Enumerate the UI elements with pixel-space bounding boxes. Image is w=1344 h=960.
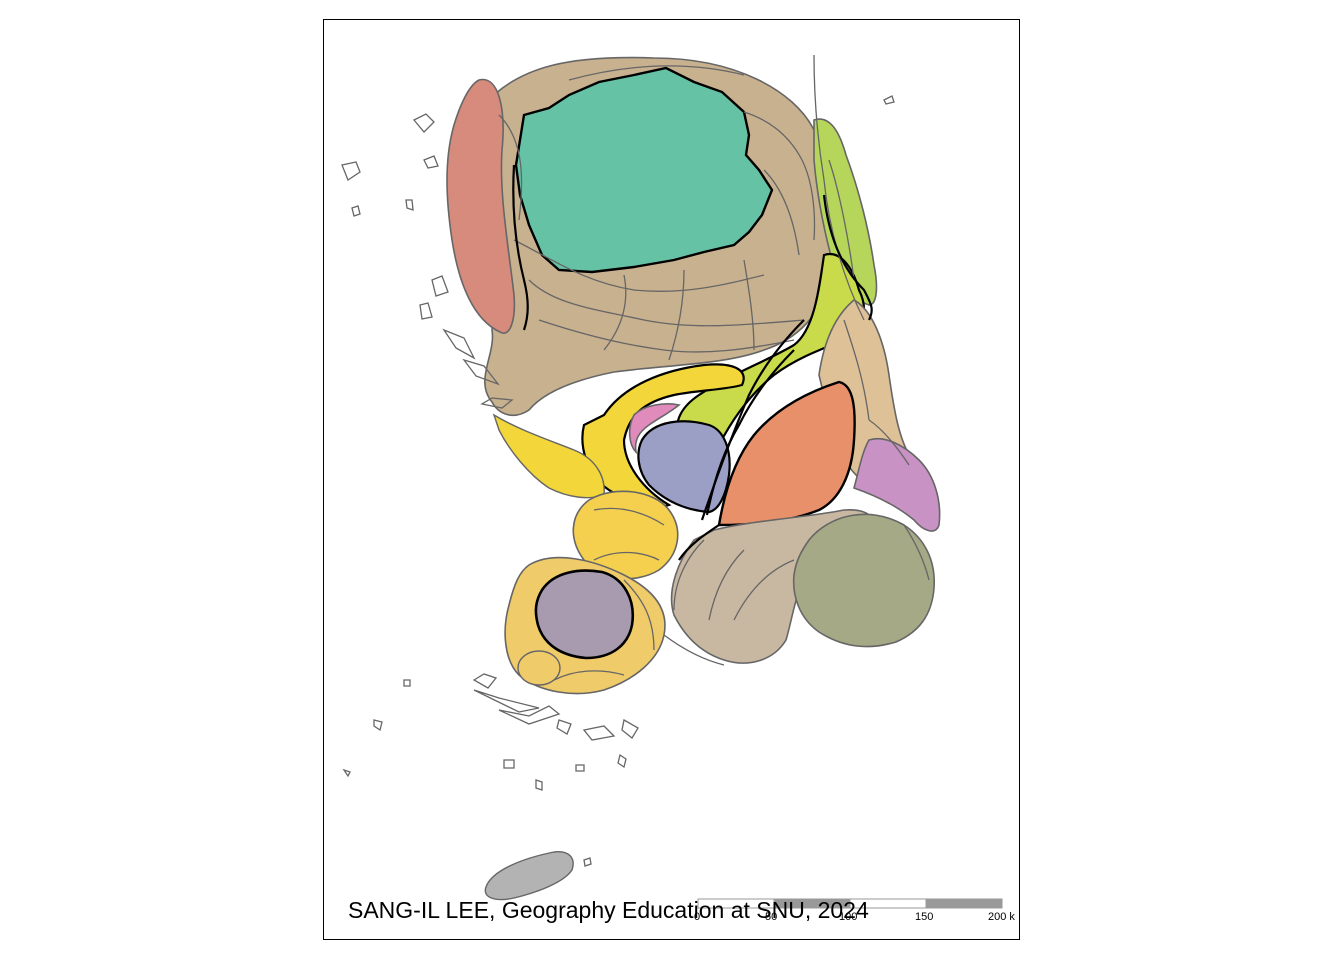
region-gangwon[interactable] — [813, 118, 878, 306]
scale-tick-label: 200 k — [988, 911, 1015, 923]
scale-tick-label: 100 — [839, 911, 858, 923]
region-daegu[interactable] — [717, 380, 856, 527]
map-credit: SANG-IL LEE, Geography Education at SNU,… — [348, 897, 869, 923]
scale-bar — [697, 898, 1003, 909]
region-incheon[interactable] — [446, 78, 516, 334]
region-jeju[interactable] — [484, 851, 574, 901]
region-jeonnam-island[interactable] — [517, 650, 561, 686]
region-seoul[interactable] — [514, 66, 774, 274]
region-busan[interactable] — [792, 513, 935, 648]
province-borders — [512, 164, 873, 561]
scale-tick-label: 50 — [765, 911, 778, 923]
scale-tick-label: 150 — [915, 911, 934, 923]
island-fragments — [341, 95, 895, 867]
scale-tick-label: 0 — [694, 911, 701, 923]
region-sejong[interactable] — [628, 403, 681, 455]
region-gwangju[interactable] — [534, 569, 635, 660]
scale-bar-segment — [925, 898, 1003, 909]
cartogram-map[interactable] — [324, 20, 1020, 940]
region-daejeon[interactable] — [637, 420, 731, 514]
region-ulsan[interactable] — [853, 438, 941, 532]
subregion-boundaries — [498, 54, 930, 681]
map-panel — [323, 19, 1020, 940]
